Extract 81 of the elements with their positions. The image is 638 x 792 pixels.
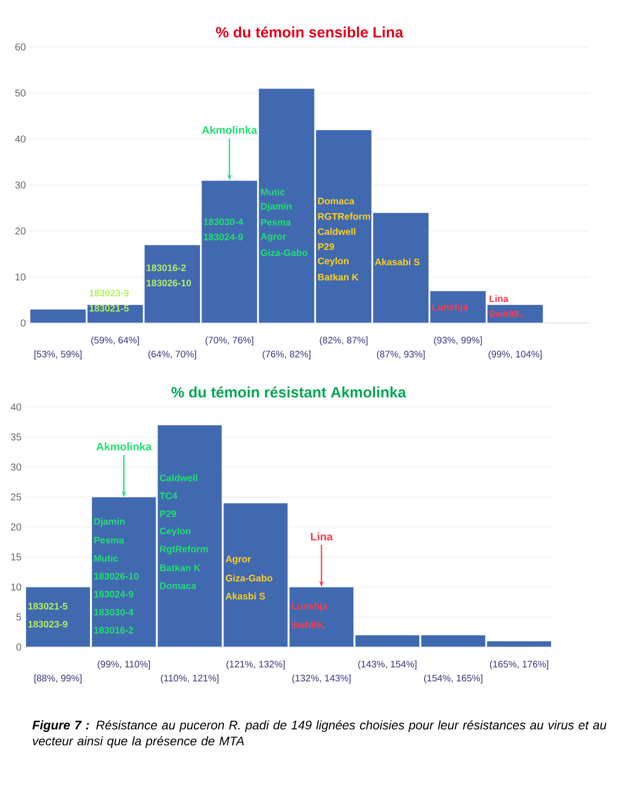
annotation: Batkan K [160,564,200,572]
annotation: Giza-Gabo [226,574,272,582]
annotation: P29 [318,243,334,250]
annotation: RgtReform [160,545,208,554]
annotation: Lina [490,295,509,302]
annotation: Lunshja [292,602,328,612]
annotation: 183023-9 [90,290,129,296]
annotation: 183016-2 [146,264,186,272]
y-tick-label: 60 [15,43,26,51]
annotation: Pesma [94,536,124,544]
annotation: 183024-9 [204,234,243,240]
y-tick-label: 5 [16,614,22,620]
x-tick-label: (87%, 93%] [376,350,425,360]
annotation: 183030-4 [94,608,134,616]
x-tick-label: (76%, 82%] [262,350,310,360]
annotation: Agror [226,556,251,564]
annotation: P29 [160,510,176,518]
annotation: Akmolinka [96,442,152,450]
annotation: RGTReform [318,212,370,220]
annotation: 183016-2 [94,626,134,634]
annotation: Ceylon [318,257,349,266]
annotation: TC4 [160,492,178,500]
x-tick-label: (121%, 132%] [226,660,285,670]
annotation: Mutic [261,188,285,196]
y-tick-label: 20 [10,523,22,531]
x-tick-label: (82%, 87%] [320,336,368,346]
annotation: Akasabi S [374,258,420,266]
annotation: Lina [310,532,333,540]
y-tick-label: 40 [10,403,22,411]
annotation: Swh89.. [292,621,326,628]
annotation: Ceylon [160,527,190,536]
y-tick-label: 25 [10,493,22,501]
annotation: Lunshja [432,303,468,312]
x-tick-label: [88%, 99%] [34,674,82,684]
x-tick-label: (99%, 104%] [488,350,542,360]
annotation: Akmolinka [202,126,258,134]
annotation: 183030-4 [204,218,244,226]
x-tick-label: (64%, 70%] [148,350,196,360]
annotation: Pesma [261,218,291,226]
y-tick-label: 35 [10,433,22,441]
annotation: Akasbi S [226,592,265,600]
x-tick-label: (93%, 99%] [434,336,482,346]
annotation: 183026-10 [94,572,138,580]
annotation: Caldwell [318,228,356,235]
x-tick-label: (154%, 165%] [424,674,482,684]
y-tick-label: 40 [15,135,26,143]
annotation: Djamin [261,202,292,212]
annotation: Domaca [318,198,354,204]
annotation: Swh89.. [489,310,524,318]
y-tick-label: 30 [10,463,22,471]
x-tick-label: (132%, 143%] [292,674,351,684]
x-tick-label: (110%, 121%] [160,674,218,684]
annotation: 183026-10 [146,280,191,286]
annotation: 183021-5 [28,602,68,610]
annotation: Domaca [160,582,196,590]
annotation: Giza-Gabo [260,249,308,256]
x-tick-label: (70%, 76%] [206,336,254,346]
y-tick-label: 50 [15,89,26,97]
annotation: 183023-9 [28,620,68,628]
chart-title: % du témoin sensible Lina [216,26,404,38]
y-tick-label: 20 [15,227,26,235]
y-tick-label: 10 [16,273,26,281]
annotation: 183021-5 [90,304,129,312]
annotation: Djamin [94,518,125,527]
y-tick-label: 30 [15,181,26,189]
annotation: Agror [260,233,286,242]
x-tick-label: (59%, 64%] [91,336,139,346]
text: Figure 7 : Résistance au puceron R. padi de 149 lignées choisies pour leur résistances au virus et au vecteur ainsi que la présence de MTA [32,720,606,748]
y-tick-label: 10 [11,583,22,591]
y-tick-label: 0 [16,643,22,651]
annotation: Batkan K [318,274,358,280]
chart-title: % du témoin résistant Akmolinka [171,386,406,398]
x-tick-label: (99%, 110%] [98,660,150,670]
annotation: 183024-9 [94,590,134,598]
x-tick-label: (143%, 154%] [358,660,416,670]
x-tick-label: (165%, 176%] [490,660,548,670]
y-tick-label: 0 [20,319,26,327]
x-tick-label: [53%, 59%] [34,350,82,360]
annotation: Mutic [94,554,118,562]
annotation: Caldwell [160,474,198,482]
y-tick-label: 15 [11,554,22,560]
